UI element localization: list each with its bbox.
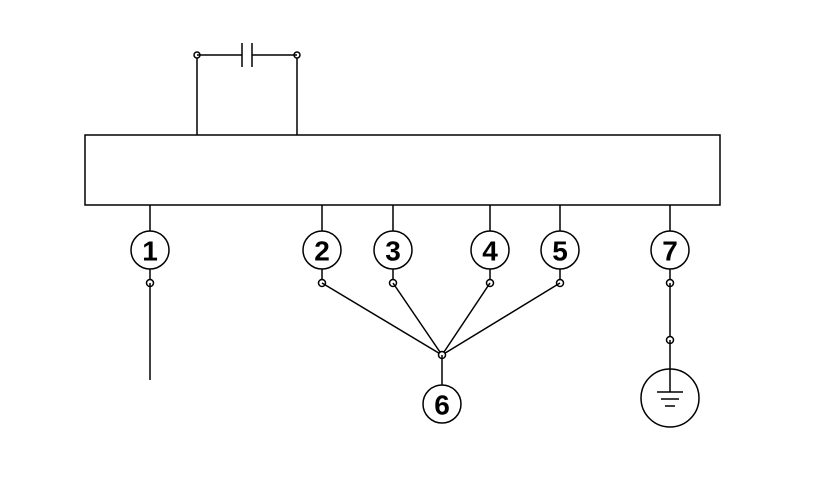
terminal-label-5: 5 xyxy=(541,231,579,269)
terminal-label-7: 7 xyxy=(651,231,689,269)
terminal-label-4: 4 xyxy=(471,231,509,269)
terminal-label-2-text: 2 xyxy=(314,236,330,267)
terminal-label-5-text: 5 xyxy=(552,236,568,267)
terminal-label-2: 2 xyxy=(303,231,341,269)
terminal-label-3: 3 xyxy=(374,231,412,269)
terminal-label-3-text: 3 xyxy=(385,236,401,267)
main-block xyxy=(85,135,720,205)
terminal-label-1-text: 1 xyxy=(142,236,158,267)
wiring-diagram: 1 2 3 4 5 7 6 xyxy=(0,0,820,502)
terminal-label-6-text: 6 xyxy=(434,390,450,421)
terminal-label-7-text: 7 xyxy=(662,236,678,267)
terminal-label-1: 1 xyxy=(131,231,169,269)
terminal-label-4-text: 4 xyxy=(482,236,498,267)
terminal-label-6: 6 xyxy=(423,385,461,423)
